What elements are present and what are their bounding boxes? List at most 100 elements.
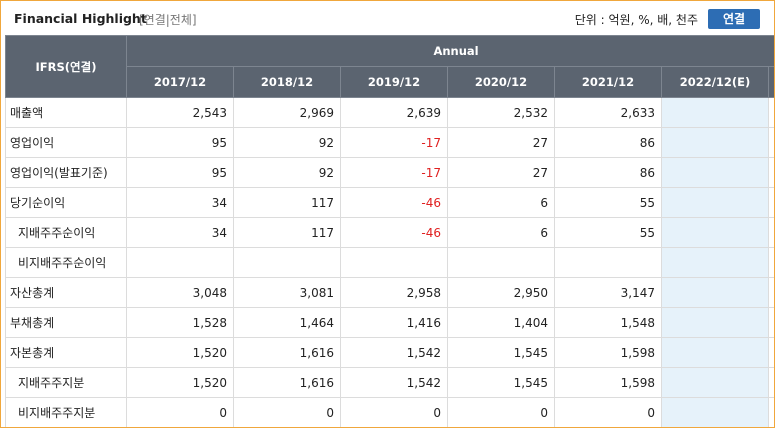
year-header: 2019/12 <box>340 66 448 98</box>
value-cell: 2,969 <box>233 97 341 128</box>
scroll-cell <box>767 217 774 248</box>
estimate-cell <box>661 337 769 368</box>
table-row: 자본총계 1,520 1,616 1,542 1,545 1,598 <box>5 337 774 368</box>
value-cell: 1,545 <box>447 337 555 368</box>
table-row: 영업이익(발표기준) 95 92 -17 27 86 <box>5 157 774 188</box>
group-header: Annual <box>125 35 774 67</box>
value-cell: 1,542 <box>340 367 448 398</box>
value-cell: 1,548 <box>554 307 662 338</box>
year-header: 2017/12 <box>126 66 234 98</box>
scope-toggle[interactable]: [연결|전체] <box>139 13 197 27</box>
value-cell: 2,633 <box>554 97 662 128</box>
estimate-cell <box>661 187 769 218</box>
row-label: 매출액 <box>5 97 127 128</box>
value-cell: 117 <box>233 187 341 218</box>
value-cell: 0 <box>447 397 555 427</box>
value-cell <box>126 247 234 278</box>
row-label: 부채총계 <box>5 307 127 338</box>
scroll-cell <box>767 397 774 427</box>
value-cell: 1,616 <box>233 367 341 398</box>
estimate-cell <box>661 127 769 158</box>
title-bar: Financial Highlight [연결|전체] 단위 : 억원, %, … <box>1 1 774 35</box>
value-cell: 34 <box>126 217 234 248</box>
value-cell: 117 <box>233 217 341 248</box>
value-cell: -17 <box>340 157 448 188</box>
value-cell: 1,416 <box>340 307 448 338</box>
consolidated-button[interactable]: 연결 <box>708 9 760 29</box>
table-row: 지배주주순이익 34 117 -46 6 55 <box>5 217 774 248</box>
value-cell: 1,464 <box>233 307 341 338</box>
year-header: 2022/12(E) <box>661 66 769 98</box>
value-cell: 1,598 <box>554 337 662 368</box>
value-cell: 1,520 <box>126 367 234 398</box>
scroll-cell <box>767 127 774 158</box>
value-cell: 86 <box>554 127 662 158</box>
value-cell: 92 <box>233 157 341 188</box>
table-row: 부채총계 1,528 1,464 1,416 1,404 1,548 <box>5 307 774 338</box>
value-cell: 55 <box>554 217 662 248</box>
value-cell: 3,048 <box>126 277 234 308</box>
estimate-cell <box>661 97 769 128</box>
estimate-cell <box>661 217 769 248</box>
value-cell: 1,404 <box>447 307 555 338</box>
row-label: 비지배주주순이익 <box>5 247 127 278</box>
value-cell <box>233 247 341 278</box>
value-cell: 95 <box>126 127 234 158</box>
value-cell <box>554 247 662 278</box>
value-cell: 6 <box>447 217 555 248</box>
value-cell: 2,543 <box>126 97 234 128</box>
value-cell: 27 <box>447 157 555 188</box>
scroll-header <box>767 66 774 98</box>
value-cell: 1,520 <box>126 337 234 368</box>
table-row: 자산총계 3,048 3,081 2,958 2,950 3,147 <box>5 277 774 308</box>
table-row: 비지배주주지분 0 0 0 0 0 <box>5 397 774 427</box>
table-row: 지배주주지분 1,520 1,616 1,542 1,545 1,598 <box>5 367 774 398</box>
table-row: 매출액 2,543 2,969 2,639 2,532 2,633 <box>5 97 774 128</box>
table-row: 영업이익 95 92 -17 27 86 <box>5 127 774 158</box>
value-cell: 86 <box>554 157 662 188</box>
value-cell: 55 <box>554 187 662 218</box>
row-label: 자본총계 <box>5 337 127 368</box>
value-cell: 1,528 <box>126 307 234 338</box>
row-label: 자산총계 <box>5 277 127 308</box>
row-label: 당기순이익 <box>5 187 127 218</box>
value-cell: 0 <box>233 397 341 427</box>
scroll-cell <box>767 277 774 308</box>
value-cell: 0 <box>554 397 662 427</box>
value-cell: 1,616 <box>233 337 341 368</box>
value-cell: 6 <box>447 187 555 218</box>
value-cell: 95 <box>126 157 234 188</box>
estimate-cell <box>661 277 769 308</box>
value-cell: 3,147 <box>554 277 662 308</box>
value-cell: 92 <box>233 127 341 158</box>
scroll-cell <box>767 247 774 278</box>
corner-header: IFRS(연결) <box>5 35 127 98</box>
year-header: 2018/12 <box>233 66 341 98</box>
row-label: 지배주주지분 <box>5 367 127 398</box>
value-cell: 2,639 <box>340 97 448 128</box>
value-cell <box>340 247 448 278</box>
value-cell: -46 <box>340 217 448 248</box>
value-cell: 27 <box>447 127 555 158</box>
value-cell: 1,542 <box>340 337 448 368</box>
value-cell: 2,950 <box>447 277 555 308</box>
estimate-cell <box>661 367 769 398</box>
scroll-cell <box>767 187 774 218</box>
value-cell: -46 <box>340 187 448 218</box>
unit-note: 단위 : 억원, %, 배, 천주 <box>574 13 698 27</box>
scroll-cell <box>767 367 774 398</box>
value-cell: 1,545 <box>447 367 555 398</box>
value-cell: -17 <box>340 127 448 158</box>
value-cell: 2,958 <box>340 277 448 308</box>
year-header: 2021/12 <box>554 66 662 98</box>
row-label: 지배주주순이익 <box>5 217 127 248</box>
value-cell: 1,598 <box>554 367 662 398</box>
financial-table: IFRS(연결) Annual 2017/12 2018/12 2019/12 202… <box>5 35 774 427</box>
year-header: 2020/12 <box>447 66 555 98</box>
value-cell: 0 <box>340 397 448 427</box>
scroll-cell <box>767 97 774 128</box>
value-cell <box>447 247 555 278</box>
value-cell: 0 <box>126 397 234 427</box>
estimate-cell <box>661 307 769 338</box>
